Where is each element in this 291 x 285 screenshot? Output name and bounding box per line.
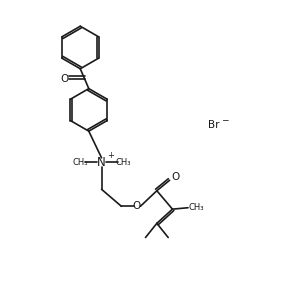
Text: N: N bbox=[97, 156, 106, 169]
Text: O: O bbox=[61, 74, 69, 84]
Text: Br: Br bbox=[208, 121, 219, 131]
Text: CH₃: CH₃ bbox=[115, 158, 131, 167]
Text: CH₃: CH₃ bbox=[188, 203, 204, 212]
Text: CH₃: CH₃ bbox=[72, 158, 88, 167]
Text: O: O bbox=[133, 201, 141, 211]
Text: −: − bbox=[221, 115, 228, 124]
Text: +: + bbox=[107, 151, 114, 160]
Text: O: O bbox=[172, 172, 180, 182]
